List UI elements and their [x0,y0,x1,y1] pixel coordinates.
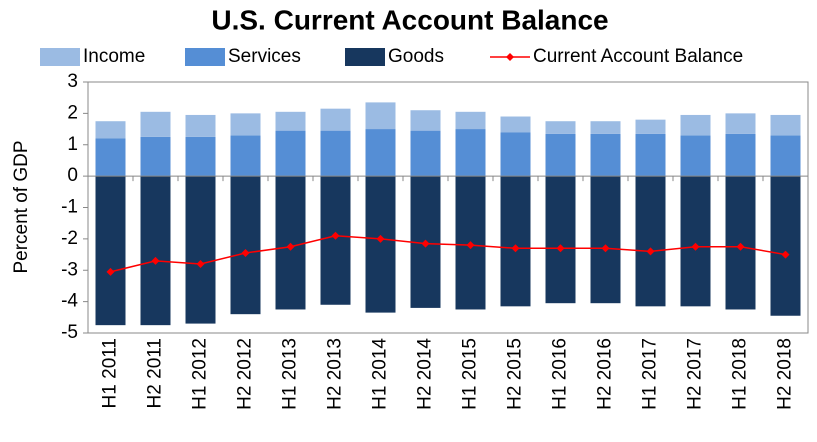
x-tick-label: H1 2018 [730,338,751,410]
line-marker [466,241,475,250]
x-tick-label: H2 2017 [685,338,706,410]
x-tick-label: H2 2014 [415,338,436,410]
line-marker [241,248,250,257]
x-tick-label: H1 2015 [460,338,481,410]
bar-segment [545,133,576,177]
x-tick-label: H1 2016 [550,338,571,410]
line-marker [691,242,700,251]
y-tick-label: -2 [61,228,78,249]
bar-segment [680,135,711,177]
x-tick-label: H1 2014 [370,338,391,410]
line-marker [781,250,790,259]
bar-segment [590,121,621,134]
bar-segment [230,113,261,136]
bar-segment [770,114,801,136]
bar-segment [680,114,711,136]
legend-swatch [345,48,385,66]
bar-segment [635,176,666,307]
y-tick-label: 1 [67,134,78,155]
x-tick-label: H1 2013 [280,338,301,410]
bar-segment [770,176,801,316]
x-tick-label: H2 2018 [775,338,796,410]
bar-segment [500,116,531,133]
y-tick-label: 2 [67,102,78,123]
y-axis-label: Percent of GDP [11,140,32,273]
bar-segment [95,121,126,139]
legend-label: Current Account Balance [533,46,743,67]
bar-segment [410,130,441,177]
line-marker [736,242,745,251]
legend-swatch [40,48,80,66]
line-marker [646,247,655,256]
bar-segment [455,111,486,130]
bar-segment [230,176,261,315]
x-tick-label: H2 2015 [505,338,526,410]
bar-segment [500,132,531,177]
x-tick-label: H1 2017 [640,338,661,410]
x-tick-label: H2 2012 [235,338,256,410]
bar-segment [635,133,666,177]
line-marker [421,239,430,248]
bar-segment [320,108,351,131]
bar-segment [185,136,216,177]
bar-segment [725,133,756,177]
line-marker [331,231,340,240]
line-marker [286,242,295,251]
bar-segment [725,113,756,134]
bar-segment [140,136,171,177]
x-tick-label: H2 2011 [145,338,166,408]
y-tick-label: -1 [61,197,78,218]
bar-segment [95,176,126,326]
bar-segment [410,110,441,131]
bar-segment [320,176,351,305]
bar-segment [140,111,171,137]
bar-segment [590,176,621,304]
legend-swatch [185,48,225,66]
line-marker [601,244,610,253]
bar-segment [545,121,576,134]
bar-segment [365,176,396,313]
y-tick-label: 0 [67,165,78,186]
line-marker [151,256,160,265]
bar-segment [320,130,351,177]
legend-label: Income [83,46,145,67]
line-marker [511,244,520,253]
bar-segment [230,135,261,177]
line [110,234,786,273]
bar-segment [185,176,216,324]
bar-segment [185,114,216,137]
legend-marker [506,53,514,61]
x-tick-label: H2 2016 [595,338,616,410]
y-tick-label: -3 [61,259,78,280]
bar-segment [275,111,306,131]
line-marker [106,267,115,276]
bar-segment [635,119,666,134]
line-marker [196,259,205,268]
y-tick-label: 3 [67,71,78,92]
y-tick-label: -4 [61,291,78,312]
legend-label: Services [228,46,301,67]
bar-segment [365,129,396,177]
x-tick-label: H1 2012 [190,338,211,410]
bar-segment [455,129,486,177]
chart-title: U.S. Current Account Balance [211,4,608,35]
bar-segment [545,176,576,304]
line-marker [556,244,565,253]
bar-segment [770,135,801,177]
legend-label: Goods [388,46,444,67]
bar-segment [140,176,171,326]
line-marker [376,234,385,243]
bar-segment [590,133,621,177]
y-tick-label: -5 [61,322,78,343]
x-tick-label: H1 2011 [100,338,121,408]
bar-segment [275,130,306,177]
x-tick-label: H2 2013 [325,338,346,410]
bar-segment [500,176,531,307]
bar-segment [95,138,126,177]
bar-segment [365,102,396,130]
bar-segment [680,176,711,307]
